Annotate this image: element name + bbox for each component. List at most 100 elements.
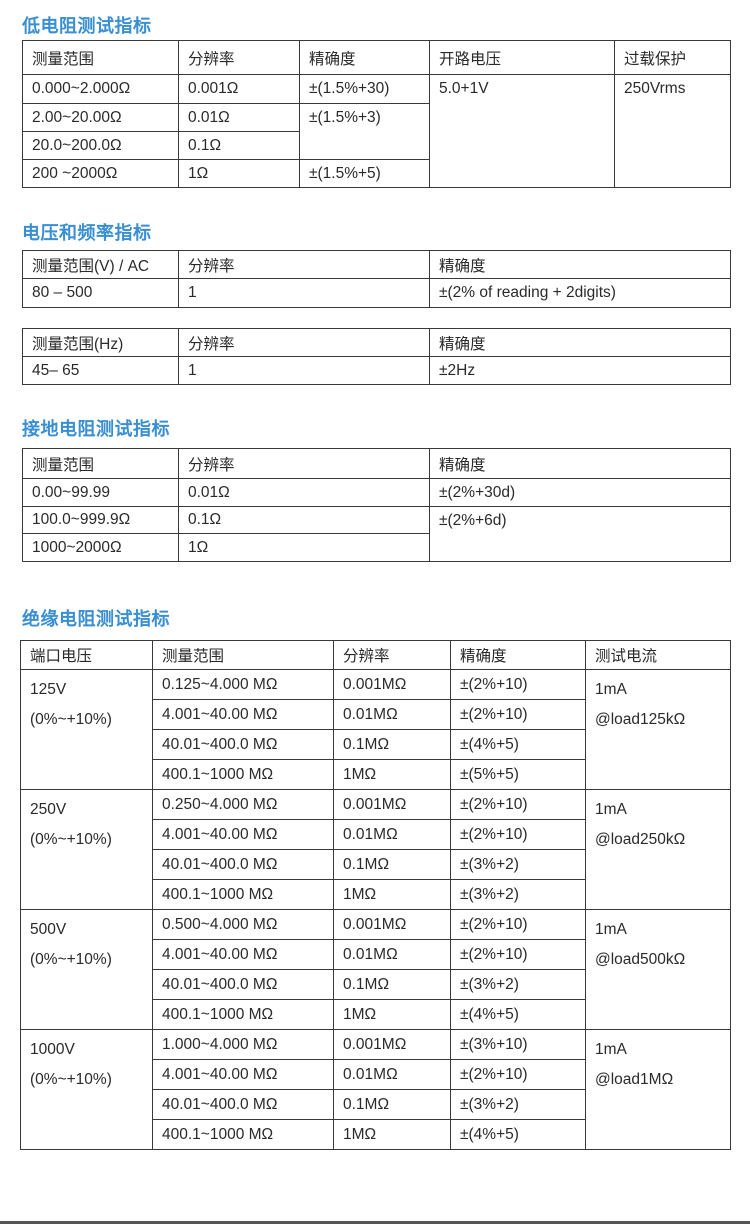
table-row: 250V (0%~+10%) 0.250~4.000 MΩ 0.001MΩ ±(2%+1…	[20, 789, 731, 910]
header-cell: 分辨率	[178, 328, 430, 357]
load-value: @load1MΩ	[595, 1071, 674, 1088]
accuracy-cell: ±(2%+10)	[450, 699, 586, 730]
resolution-cell: 0.1Ω	[178, 506, 430, 534]
voltage-value: 125V	[30, 681, 67, 698]
bottom-divider	[0, 1221, 750, 1224]
resolution-cell: 0.001MΩ	[333, 1029, 451, 1060]
range-cell: 4.001~40.00 MΩ	[152, 1059, 334, 1090]
table-row: 1000V (0%~+10%) 1.000~4.000 MΩ 0.001MΩ ±(3%+…	[20, 1029, 731, 1150]
range-cell: 400.1~1000 MΩ	[152, 879, 334, 910]
accuracy-cell: ±(2%+30d)	[429, 478, 731, 507]
resolution-cell: 1MΩ	[333, 1119, 451, 1150]
range-cell: 1000~2000Ω	[22, 533, 179, 562]
current-value: 1mA	[595, 801, 627, 818]
port-voltage-cell: 500V (0%~+10%)	[20, 909, 153, 1030]
table-row: 4.001~40.00 MΩ 0.01MΩ ±(2%+10)	[21, 939, 731, 970]
header-cell: 测量范围	[152, 640, 334, 670]
accuracy-cell: ±(3%+2)	[450, 879, 586, 910]
accuracy-cell: ±2Hz	[429, 356, 731, 385]
test-current-cell: 1mA @load500kΩ	[585, 909, 731, 1030]
accuracy-cell: ±(2%+10)	[450, 1059, 586, 1090]
load-value: @load125kΩ	[595, 711, 686, 728]
header-cell: 测量范围(Hz)	[22, 328, 179, 357]
table-row: 400.1~1000 MΩ 1MΩ ±(4%+5)	[21, 1119, 731, 1150]
range-cell: 0.250~4.000 MΩ	[152, 789, 334, 820]
frequency-table: 测量范围(Hz) 分辨率 精确度 45– 65 1 ±2Hz	[22, 328, 731, 385]
resolution-cell: 0.001MΩ	[333, 909, 451, 940]
table-row: 4.001~40.00 MΩ 0.01MΩ ±(2%+10)	[21, 1059, 731, 1090]
resolution-cell: 1MΩ	[333, 999, 451, 1030]
table-row: 400.1~1000 MΩ 1MΩ ±(5%+5)	[21, 759, 731, 790]
table-row: 200 ~2000Ω 1Ω ±(1.5%+5)	[22, 159, 731, 188]
table-row: 40.01~400.0 MΩ 0.1MΩ ±(4%+5)	[21, 729, 731, 760]
accuracy-cell: ±(2%+10)	[450, 789, 586, 820]
table-row: 4.001~40.00 MΩ 0.01MΩ ±(2%+10)	[21, 699, 731, 730]
resolution-cell: 1Ω	[178, 159, 300, 188]
accuracy-cell: ±(2%+10)	[450, 939, 586, 970]
accuracy-cell: ±(3%+10)	[450, 1029, 586, 1060]
table-row: 1000~2000Ω 1Ω	[22, 533, 731, 562]
voltage-tolerance: (0%~+10%)	[30, 951, 112, 968]
range-cell: 4.001~40.00 MΩ	[152, 819, 334, 850]
header-cell: 开路电压	[429, 40, 615, 75]
table-row: 0.00~99.99 0.01Ω ±(2%+30d)	[22, 478, 731, 507]
table-row: 20.0~200.0Ω 0.1Ω	[22, 131, 731, 160]
header-cell: 测量范围	[22, 448, 179, 479]
table-row: 400.1~1000 MΩ 1MΩ ±(3%+2)	[21, 879, 731, 910]
insulation-table: 端口电压 测量范围 分辨率 精确度 测试电流 125V (0%~+10%) 0.12…	[20, 640, 731, 1150]
accuracy-cell: ±(2%+10)	[450, 909, 586, 940]
voltage-tolerance: (0%~+10%)	[30, 711, 112, 728]
table-row: 40.01~400.0 MΩ 0.1MΩ ±(3%+2)	[21, 849, 731, 880]
header-cell: 精确度	[429, 250, 731, 279]
range-cell: 40.01~400.0 MΩ	[152, 969, 334, 1000]
resolution-cell: 0.1MΩ	[333, 849, 451, 880]
resolution-cell: 0.1MΩ	[333, 1089, 451, 1120]
table-row: 45– 65 1 ±2Hz	[22, 356, 731, 385]
test-current-cell: 1mA @load250kΩ	[585, 789, 731, 910]
range-cell: 20.0~200.0Ω	[22, 131, 179, 160]
header-cell: 测试电流	[585, 640, 731, 670]
header-cell: 测量范围	[22, 40, 179, 75]
accuracy-cell: ±(4%+5)	[450, 999, 586, 1030]
open-voltage-cell: 5.0+1V	[429, 74, 615, 188]
header-cell: 精确度	[429, 448, 731, 479]
overload-cell: 250Vrms	[614, 74, 731, 188]
header-cell: 精确度	[299, 40, 430, 75]
range-cell: 400.1~1000 MΩ	[152, 759, 334, 790]
accuracy-cell: ±(5%+5)	[450, 759, 586, 790]
table-header-row: 测量范围 分辨率 精确度 开路电压 过载保护	[22, 40, 731, 75]
current-value: 1mA	[595, 681, 627, 698]
accuracy-cell: ±(4%+5)	[450, 1119, 586, 1150]
low-resistance-table: 测量范围 分辨率 精确度 开路电压 过载保护 0.000~2.000Ω 0.00…	[22, 40, 731, 188]
range-cell: 40.01~400.0 MΩ	[152, 729, 334, 760]
resolution-cell: 1	[178, 278, 430, 308]
table-row: 0.000~2.000Ω 0.001Ω ±(1.5%+30) 5.0+1V 25…	[22, 74, 731, 188]
table-header-row: 测量范围(Hz) 分辨率 精确度	[22, 328, 731, 357]
header-cell: 分辨率	[178, 250, 430, 279]
voltage-tolerance: (0%~+10%)	[30, 1071, 112, 1088]
header-cell: 分辨率	[178, 448, 430, 479]
range-cell: 1.000~4.000 MΩ	[152, 1029, 334, 1060]
resolution-cell: 0.01Ω	[178, 478, 430, 507]
header-cell: 端口电压	[20, 640, 153, 670]
table-row: 2.00~20.00Ω 0.01Ω ±(1.5%+3)	[22, 103, 731, 160]
range-cell: 45– 65	[22, 356, 179, 385]
range-cell: 0.000~2.000Ω	[22, 74, 179, 104]
voltage-frequency-title: 电压和频率指标	[22, 223, 152, 243]
accuracy-cell: ±(3%+2)	[450, 969, 586, 1000]
resolution-cell: 0.001Ω	[178, 74, 300, 104]
test-current-cell: 1mA @load1MΩ	[585, 1029, 731, 1150]
accuracy-cell: ±(3%+2)	[450, 1089, 586, 1120]
resolution-cell: 1	[178, 356, 430, 385]
range-cell: 4.001~40.00 MΩ	[152, 939, 334, 970]
accuracy-cell: ±(1.5%+5)	[299, 159, 430, 188]
accuracy-cell: ±(4%+5)	[450, 729, 586, 760]
header-cell: 测量范围(V) / AC	[22, 250, 179, 279]
accuracy-cell: ±(1.5%+3)	[299, 103, 430, 160]
port-voltage-cell: 125V (0%~+10%)	[20, 669, 153, 790]
table-row: 80 – 500 1 ±(2% of reading + 2digits)	[22, 278, 731, 308]
table-row: 40.01~400.0 MΩ 0.1MΩ ±(3%+2)	[21, 969, 731, 1000]
range-cell: 0.500~4.000 MΩ	[152, 909, 334, 940]
port-voltage-cell: 250V (0%~+10%)	[20, 789, 153, 910]
test-current-cell: 1mA @load125kΩ	[585, 669, 731, 790]
